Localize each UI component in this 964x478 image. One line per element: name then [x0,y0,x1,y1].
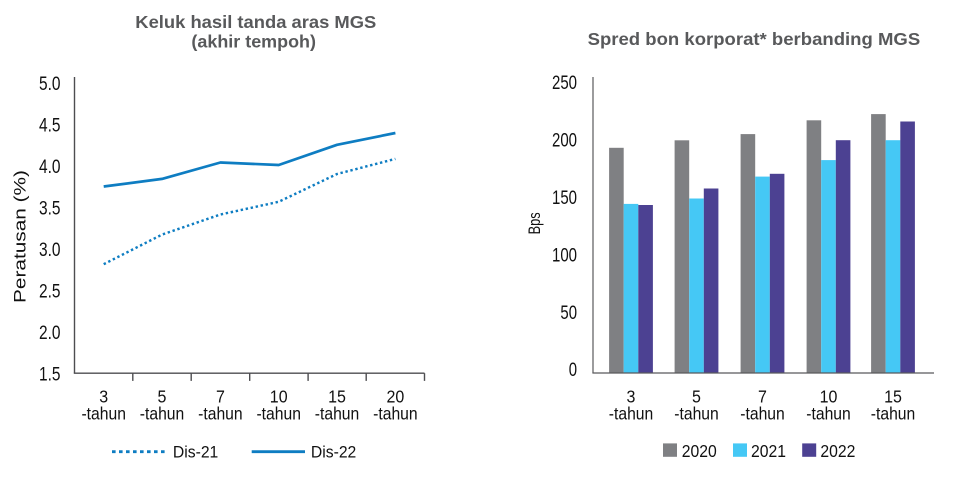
svg-text:3: 3 [627,386,636,406]
svg-text:5.0: 5.0 [39,73,61,95]
svg-text:7: 7 [216,387,225,407]
svg-text:Peratusan (%): Peratusan (%) [11,170,30,303]
svg-text:Keluk hasil tanda aras MGS: Keluk hasil tanda aras MGS [135,12,376,32]
svg-text:5: 5 [692,386,701,406]
svg-text:-tahun: -tahun [373,404,418,424]
svg-text:10: 10 [270,387,288,407]
svg-text:(akhir tempoh): (akhir tempoh) [191,31,316,51]
svg-text:Bps: Bps [525,212,544,234]
svg-text:0: 0 [569,359,577,381]
svg-text:3: 3 [99,387,108,407]
svg-text:4.0: 4.0 [39,156,61,178]
svg-text:-tahun: -tahun [315,404,360,424]
svg-text:2020: 2020 [682,441,717,461]
svg-text:1.5: 1.5 [39,363,61,385]
svg-text:15: 15 [884,386,902,406]
svg-text:-tahun: -tahun [740,403,785,423]
svg-text:10: 10 [820,386,838,406]
svg-text:Dis-22: Dis-22 [311,443,356,462]
svg-text:200: 200 [552,130,577,152]
svg-text:-tahun: -tahun [871,403,916,423]
svg-text:3.5: 3.5 [39,197,61,219]
svg-text:150: 150 [552,187,577,209]
svg-text:-tahun: -tahun [140,404,185,424]
svg-text:Spred bon korporat* berbanding: Spred bon korporat* berbanding MGS [588,29,921,49]
svg-text:3.0: 3.0 [39,239,61,261]
svg-text:5: 5 [158,387,167,407]
svg-text:2.5: 2.5 [39,280,61,302]
svg-text:4.5: 4.5 [39,114,61,136]
svg-text:100: 100 [552,244,577,266]
svg-text:Dis-21: Dis-21 [173,443,218,462]
svg-text:2021: 2021 [751,441,786,461]
svg-text:-tahun: -tahun [198,404,243,424]
svg-text:-tahun: -tahun [81,404,126,424]
svg-text:-tahun: -tahun [674,403,719,423]
svg-text:-tahun: -tahun [256,404,301,424]
svg-text:2022: 2022 [820,441,855,461]
svg-text:20: 20 [387,387,405,407]
svg-text:250: 250 [552,72,577,94]
svg-text:50: 50 [560,302,577,324]
svg-text:2.0: 2.0 [39,322,61,344]
svg-text:-tahun: -tahun [806,403,851,423]
svg-text:7: 7 [758,386,767,406]
svg-text:15: 15 [328,387,346,407]
svg-text:-tahun: -tahun [609,403,654,423]
